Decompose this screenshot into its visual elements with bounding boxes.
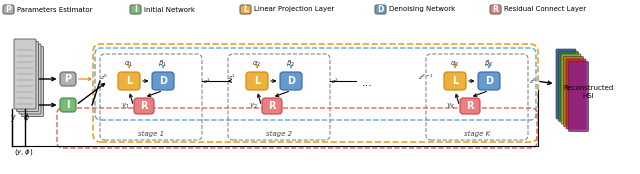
- Text: $\gamma_K$: $\gamma_K$: [446, 101, 456, 111]
- FancyBboxPatch shape: [60, 98, 76, 112]
- FancyBboxPatch shape: [460, 98, 480, 114]
- FancyBboxPatch shape: [490, 5, 501, 14]
- FancyBboxPatch shape: [240, 5, 251, 14]
- Text: L: L: [243, 5, 248, 14]
- FancyBboxPatch shape: [556, 49, 576, 119]
- Text: D: D: [485, 76, 493, 86]
- FancyBboxPatch shape: [130, 5, 141, 14]
- Text: stage K: stage K: [464, 131, 490, 137]
- Text: Residual Connect Layer: Residual Connect Layer: [504, 6, 586, 13]
- Text: P: P: [6, 5, 12, 14]
- Text: y: y: [10, 113, 14, 121]
- Text: Reconstructed
HSI: Reconstructed HSI: [563, 85, 613, 98]
- Text: R: R: [140, 101, 148, 111]
- FancyBboxPatch shape: [17, 42, 38, 112]
- Text: stage 1: stage 1: [138, 131, 164, 137]
- Text: L: L: [126, 76, 132, 86]
- Text: $z^0$: $z^0$: [100, 72, 108, 82]
- Text: $\phi$: $\phi$: [22, 110, 29, 124]
- Text: R: R: [268, 101, 276, 111]
- Text: $z^{K-1}$: $z^{K-1}$: [418, 72, 434, 82]
- Text: D: D: [287, 76, 295, 86]
- FancyBboxPatch shape: [152, 72, 174, 90]
- FancyBboxPatch shape: [375, 5, 386, 14]
- Text: L: L: [254, 76, 260, 86]
- Text: $z^K$: $z^K$: [529, 76, 538, 86]
- Text: ...: ...: [362, 78, 372, 88]
- Text: R: R: [467, 101, 474, 111]
- FancyBboxPatch shape: [559, 52, 579, 121]
- FancyBboxPatch shape: [19, 44, 41, 114]
- FancyBboxPatch shape: [444, 72, 466, 90]
- Text: $\beta_K$: $\beta_K$: [484, 59, 494, 69]
- Text: Initial Network: Initial Network: [144, 6, 195, 13]
- FancyBboxPatch shape: [280, 72, 302, 90]
- Text: $z^1$: $z^1$: [203, 76, 211, 86]
- Text: R: R: [493, 5, 499, 14]
- Text: $\alpha_2$: $\alpha_2$: [252, 60, 262, 69]
- Text: D: D: [378, 5, 384, 14]
- FancyBboxPatch shape: [566, 59, 586, 129]
- Text: I: I: [134, 5, 137, 14]
- Text: $\beta_2$: $\beta_2$: [287, 59, 296, 69]
- Text: $\alpha_1$: $\alpha_1$: [124, 60, 134, 69]
- FancyBboxPatch shape: [3, 5, 14, 14]
- FancyBboxPatch shape: [134, 98, 154, 114]
- Text: $\beta_1$: $\beta_1$: [159, 59, 168, 69]
- Text: $z^2$: $z^2$: [331, 76, 339, 86]
- FancyBboxPatch shape: [118, 72, 140, 90]
- FancyBboxPatch shape: [563, 57, 584, 126]
- Text: $\gamma_1$: $\gamma_1$: [121, 101, 130, 111]
- FancyBboxPatch shape: [60, 72, 76, 86]
- FancyBboxPatch shape: [568, 61, 589, 132]
- Text: $\gamma_2$: $\gamma_2$: [249, 101, 258, 111]
- Text: Parameters Estimator: Parameters Estimator: [17, 6, 93, 13]
- FancyBboxPatch shape: [478, 72, 500, 90]
- FancyBboxPatch shape: [246, 72, 268, 90]
- FancyBboxPatch shape: [22, 46, 44, 117]
- Text: Linear Projection Layer: Linear Projection Layer: [254, 6, 334, 13]
- FancyBboxPatch shape: [262, 98, 282, 114]
- Text: Denoising Network: Denoising Network: [389, 6, 455, 13]
- FancyBboxPatch shape: [14, 39, 36, 109]
- Text: $\alpha_K$: $\alpha_K$: [450, 60, 460, 69]
- Text: P: P: [65, 74, 72, 84]
- Text: I: I: [67, 100, 70, 110]
- FancyBboxPatch shape: [561, 54, 581, 124]
- Text: $(y, \phi)$: $(y, \phi)$: [14, 147, 34, 157]
- Text: L: L: [452, 76, 458, 86]
- Text: stage 2: stage 2: [266, 131, 292, 137]
- Text: $z^1$: $z^1$: [228, 72, 236, 82]
- Text: D: D: [159, 76, 167, 86]
